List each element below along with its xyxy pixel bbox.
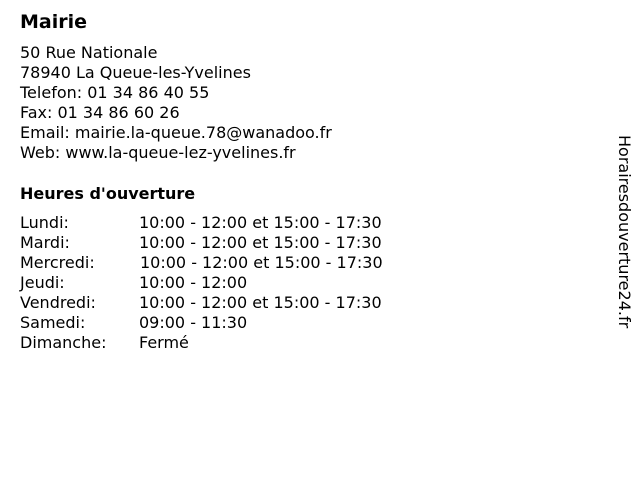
- day: Jeudi:: [20, 273, 65, 292]
- time: 10:00 - 12:00: [139, 273, 248, 292]
- city: 78940 La Queue-les-Yvelines: [20, 63, 251, 82]
- time: 09:00 - 11:30: [139, 313, 248, 332]
- day: Dimanche:: [20, 333, 107, 352]
- street: 50 Rue Nationale: [20, 43, 158, 62]
- hours-row: Mardi: 10:00 - 12:00 et 15:00 - 17:30: [20, 233, 383, 253]
- fax: Fax: 01 34 86 60 26: [20, 103, 180, 122]
- day: Mardi:: [20, 233, 70, 252]
- hours-heading: Heures d'ouverture: [20, 184, 196, 203]
- hours-row: Dimanche: Fermé: [20, 333, 383, 353]
- day: Mercredi:: [20, 253, 95, 272]
- page-title: Mairie: [20, 11, 88, 33]
- time: 10:00 - 12:00 et 15:00 - 17:30: [139, 293, 382, 312]
- hours-row: Samedi: 09:00 - 11:30: [20, 313, 383, 333]
- hours-row: Vendredi: 10:00 - 12:00 et 15:00 - 17:30: [20, 293, 383, 313]
- hours-row: Lundi: 10:00 - 12:00 et 15:00 - 17:30: [20, 213, 383, 233]
- hours-table: Lundi: 10:00 - 12:00 et 15:00 - 17:30 Mar…: [20, 213, 383, 353]
- hours-row: Mercredi: 10:00 - 12:00 et 15:00 - 17:30: [20, 253, 383, 273]
- time: Fermé: [139, 333, 189, 352]
- time: 10:00 - 12:00 et 15:00 - 17:30: [139, 233, 382, 252]
- contact-info: 50 Rue Nationale 78940 La Queue-les-Yvel…: [20, 43, 332, 163]
- hours-row: Jeudi: 10:00 - 12:00: [20, 273, 383, 293]
- watermark: Horairesdouverture24.fr: [615, 135, 634, 329]
- day: Vendredi:: [20, 293, 96, 312]
- time: 10:00 - 12:00 et 15:00 - 17:30: [140, 253, 383, 272]
- website: Web: www.la-queue-lez-yvelines.fr: [20, 143, 296, 162]
- phone: Telefon: 01 34 86 40 55: [20, 83, 210, 102]
- email: Email: mairie.la-queue.78@wanadoo.fr: [20, 123, 332, 142]
- day: Samedi:: [20, 313, 86, 332]
- time: 10:00 - 12:00 et 15:00 - 17:30: [139, 213, 382, 232]
- day: Lundi:: [20, 213, 69, 232]
